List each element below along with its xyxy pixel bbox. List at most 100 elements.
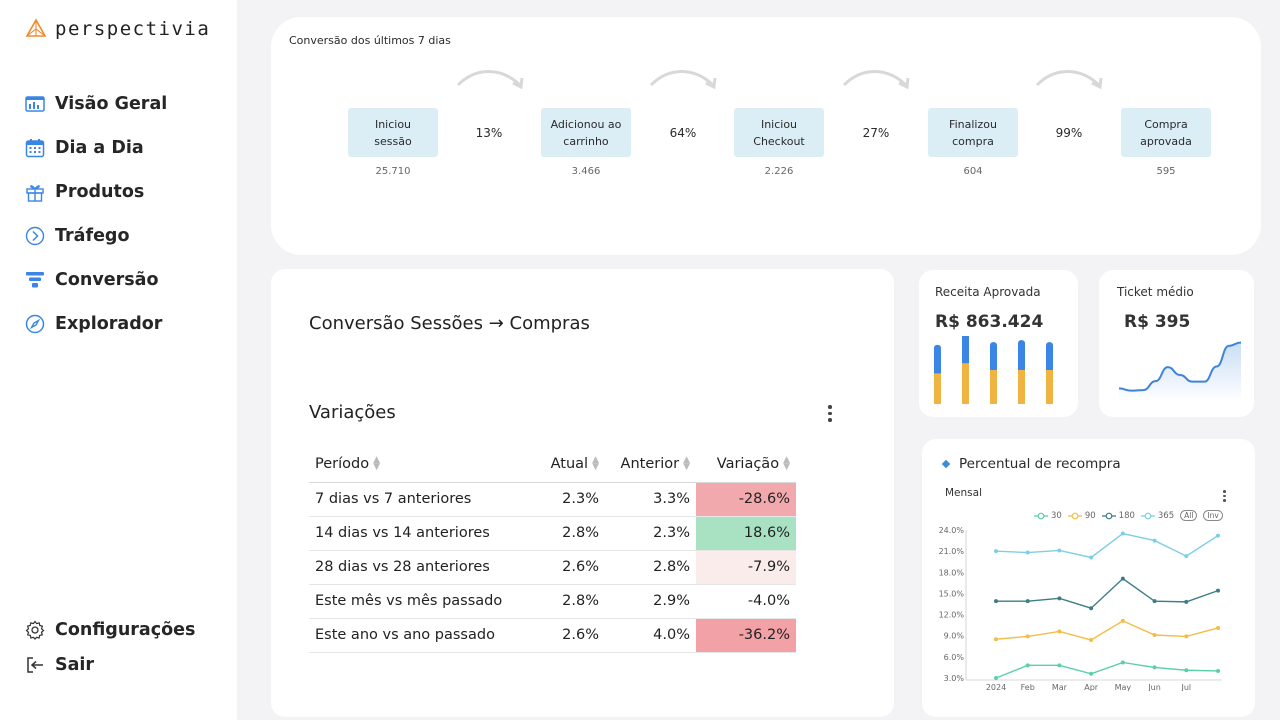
stage-count: 2.226 [764,166,794,177]
toggle-all-button[interactable]: All [1180,510,1198,521]
chart-legend: 30 90 180 365 All Inv [1034,510,1223,521]
table-header-row: Período ▲ ▼ Atual ▲ ▼ Anterior ▲ ▼ Variação ▲ ▼ [309,446,796,483]
bar-segment-top [962,336,969,367]
bar-segment-bottom [934,373,941,404]
y-tick-label: 9.0% [944,632,965,641]
data-point [994,676,998,680]
revenue-label: Receita Aprovada [935,285,1041,299]
gift-icon [24,182,45,203]
legend-item-365[interactable]: 365 [1140,510,1175,521]
nav-item-conversao[interactable]: Conversão [24,258,167,302]
compass-icon [24,314,45,335]
sort-icon: ▲ ▼ [683,454,690,472]
legend-item-30[interactable]: 30 [1034,511,1062,521]
bottom-nav: Configurações Sair [24,612,195,682]
nav-item-trafego[interactable]: Tráfego [24,214,167,258]
legend-item-90[interactable]: 90 [1067,510,1096,521]
legend-label: 365 [1157,510,1175,521]
stage-label: Adicionou ao [550,117,622,131]
bar-segment-top [934,344,941,377]
more-options-icon[interactable] [825,405,835,422]
series-line-30 [995,661,1219,679]
data-point [994,637,998,642]
legend-label: 90 [1084,510,1096,521]
cell-change: -36.2% [696,618,796,653]
nav-label: Conversão [55,270,159,290]
y-tick-label: 15.0% [939,589,965,598]
nav-item-sair[interactable]: Sair [24,647,195,682]
y-tick-label: 18.0% [939,568,965,577]
toggle-invert-button[interactable]: Inv [1203,510,1223,521]
data-point [1089,671,1094,676]
data-point [1216,588,1220,593]
funnel-stage: Iniciou sessão [348,108,438,157]
repurchase-line-chart: 24.0% 21.0% 18.0% 15.0% 12.0% 9.0% 6.0% 3.0% 202… [939,526,1222,691]
series-line-90 [995,620,1219,641]
cell-period: Este ano vs ano passado [309,618,524,653]
data-point [1089,637,1094,642]
traffic-icon [24,226,45,247]
stage-label: aprovada [1140,134,1192,148]
ticket-card[interactable]: Ticket médio R$ 395 [1099,270,1254,417]
dashboard-icon [24,94,45,115]
sort-icon: ▲ ▼ [783,454,790,472]
table-row: 14 dias vs 14 anteriores 2.8% 2.3% 18.6% [309,516,796,551]
data-point [1152,633,1157,638]
cell-current: 2.3% [524,482,599,517]
stage-label: Compra [1144,117,1188,131]
data-point [1184,634,1189,639]
nav-label: Tráfego [55,226,130,246]
column-header-periodo[interactable]: Período ▲ ▼ [309,446,524,483]
funnel-card: Conversão dos últimos 7 dias Iniciou sess… [271,17,1261,255]
data-point [1152,599,1157,604]
nav-item-produtos[interactable]: Produtos [24,170,167,214]
brand-logo[interactable]: perspectivia [25,18,210,40]
column-header-atual[interactable]: Atual ▲ ▼ [524,446,599,483]
legend-marker-icon [1140,512,1155,519]
column-label: Atual [550,455,589,472]
cell-period: 14 dias vs 14 anteriores [309,516,524,551]
nav-item-configuracoes[interactable]: Configurações [24,612,195,647]
data-point [1184,668,1189,673]
funnel-icon [24,270,45,291]
conversion-card: Conversão Sessões → Compras Variações Pe… [271,269,894,717]
brand-name: perspectivia [55,18,211,40]
column-header-variacao[interactable]: Variação ▲ ▼ [696,446,796,483]
revenue-card[interactable]: Receita Aprovada R$ 863.424 [919,270,1078,417]
data-point [1120,660,1125,665]
cell-previous: 2.8% [599,550,696,585]
logout-icon [24,654,45,675]
arrow-icon [649,70,717,90]
nav-item-dia-a-dia[interactable]: Dia a Dia [24,126,167,170]
sort-icon: ▲ ▼ [592,454,599,472]
data-point [1089,555,1094,560]
nav-label: Explorador [55,314,163,334]
legend-marker-icon [1101,512,1116,519]
stage-count: 604 [963,166,983,177]
column-label: Período [315,455,370,472]
data-point [1152,665,1157,670]
cell-period: Este mês vs mês passado [309,584,524,619]
variations-title: Variações [309,402,396,423]
legend-item-180[interactable]: 180 [1101,511,1135,521]
table-row: 7 dias vs 7 anteriores 2.3% 3.3% -28.6% [309,482,796,517]
nav-label: Configurações [55,619,196,640]
data-point [1120,531,1125,536]
y-tick-label: 6.0% [944,653,965,662]
column-label: Anterior [620,455,680,472]
stage-count: 25.710 [375,166,411,177]
more-options-icon[interactable] [1223,490,1226,502]
revenue-bar-chart [934,336,1053,404]
cell-previous: 3.3% [599,482,696,517]
stage-rate: 27% [862,126,890,140]
nav-item-explorador[interactable]: Explorador [24,302,167,346]
nav-item-visao-geral[interactable]: Visão Geral [24,82,167,126]
funnel-title: Conversão dos últimos 7 dias [289,34,451,47]
repurchase-title: Percentual de recompra [959,456,1121,472]
y-tick-label: 24.0% [939,526,965,535]
column-header-anterior[interactable]: Anterior ▲ ▼ [599,446,696,483]
table-row: Este ano vs ano passado 2.6% 4.0% -36.2% [309,618,796,653]
ticket-value: R$ 395 [1124,312,1191,332]
x-tick-label: Mar [1052,683,1068,691]
data-point [1025,550,1030,555]
